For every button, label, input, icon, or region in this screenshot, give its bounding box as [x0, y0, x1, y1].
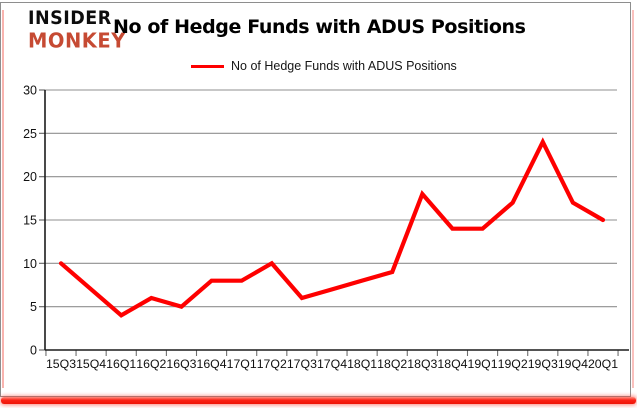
- x-axis-label: 17Q2: [257, 357, 287, 371]
- logo-line-insider: INSIDER: [28, 8, 112, 30]
- x-axis-label: 19Q1: [468, 357, 498, 371]
- x-axis-label: 20Q1: [588, 357, 618, 371]
- x-axis-label: 19Q4: [558, 357, 588, 371]
- y-axis-label: 25: [23, 127, 37, 141]
- right-accent-strip: [632, 10, 634, 388]
- x-axis-label: 18Q4: [437, 357, 467, 371]
- x-axis-label: 18Q1: [347, 357, 377, 371]
- x-axis-label: 17Q1: [227, 357, 257, 371]
- chart-box: INSIDER MONKEY No of Hedge Funds with AD…: [0, 2, 631, 397]
- y-axis-label: 5: [30, 300, 37, 314]
- data-line: [58, 137, 606, 318]
- x-axis-label: 16Q3: [166, 357, 196, 371]
- insider-monkey-logo: INSIDER MONKEY: [28, 8, 126, 53]
- y-axis-label: 30: [23, 84, 37, 98]
- y-axis-label: 0: [30, 344, 37, 358]
- legend-label: No of Hedge Funds with ADUS Positions: [231, 59, 457, 73]
- x-axis-label: 16Q1: [106, 357, 136, 371]
- left-accent-strip: [2, 10, 4, 388]
- y-axis-label: 15: [23, 214, 37, 228]
- x-axis-label: 18Q2: [377, 357, 407, 371]
- legend: No of Hedge Funds with ADUS Positions: [191, 59, 457, 73]
- logo-line-monkey: MONKEY: [28, 27, 126, 53]
- x-axis-label: 15Q3: [46, 357, 76, 371]
- x-axis-label: 18Q3: [407, 357, 437, 371]
- x-axis-label: 15Q4: [76, 357, 106, 371]
- plot-area: 0 5 10 15 20 25 30 15Q3 15Q4 16Q1 16Q2 16Q3 16Q4 17Q1…: [23, 84, 629, 371]
- y-axis-label: 20: [23, 170, 37, 184]
- bottom-accent-bar: [1, 397, 636, 404]
- chart-title: No of Hedge Funds with ADUS Positions: [113, 16, 526, 38]
- x-axis-label: 19Q2: [498, 357, 528, 371]
- x-axis-label: 17Q3: [287, 357, 317, 371]
- x-axis-label: 17Q4: [317, 357, 347, 371]
- y-axis-label: 10: [23, 257, 37, 271]
- x-axis-label: 19Q3: [528, 357, 558, 371]
- x-axis-label: 16Q2: [136, 357, 166, 371]
- legend-line-swatch: [191, 64, 224, 68]
- x-axis-label: 16Q4: [197, 357, 227, 371]
